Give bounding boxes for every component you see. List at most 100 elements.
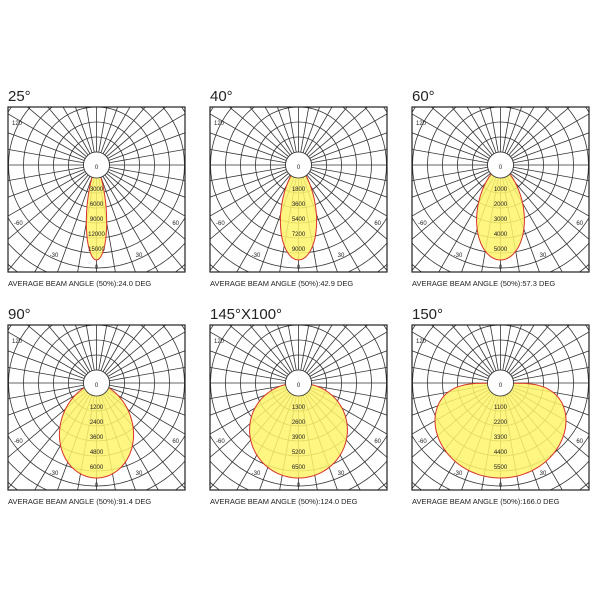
panel-title: 60° bbox=[412, 88, 435, 105]
radial bbox=[511, 171, 589, 217]
radial bbox=[108, 350, 185, 379]
radial bbox=[412, 166, 488, 182]
radial bbox=[512, 132, 589, 161]
ring-label: 12000 bbox=[88, 232, 105, 238]
center bbox=[83, 369, 110, 397]
angle-label: -60 bbox=[216, 221, 225, 227]
angle-label: -60 bbox=[14, 221, 23, 227]
radial bbox=[107, 171, 185, 217]
caption: AVERAGE BEAM ANGLE (50%):166.0 DEG bbox=[412, 497, 560, 506]
radial bbox=[308, 325, 369, 375]
radial bbox=[249, 107, 291, 156]
panel-title: 90° bbox=[8, 306, 31, 323]
angle-label: 30 bbox=[136, 253, 143, 259]
radial bbox=[210, 171, 288, 217]
radial bbox=[513, 166, 589, 182]
angle-label: 120 bbox=[416, 121, 427, 127]
radial bbox=[412, 169, 489, 198]
ring-label: 1300 bbox=[292, 405, 306, 411]
radial bbox=[504, 107, 523, 153]
panel-title: 40° bbox=[210, 88, 233, 105]
angle-label: 0 bbox=[499, 265, 503, 271]
radial bbox=[109, 166, 185, 182]
radial bbox=[430, 325, 491, 375]
angle-label: -30 bbox=[50, 253, 59, 259]
angle-label: -30 bbox=[252, 471, 261, 477]
radial bbox=[511, 113, 589, 159]
radial bbox=[308, 107, 369, 157]
ring-label: 5000 bbox=[494, 247, 508, 253]
radial bbox=[98, 325, 108, 371]
radial bbox=[304, 325, 333, 372]
panel: 90° 0 1200 2400 3600 4800 6000 120 -60 60 -30 30 0 AV… bbox=[7, 306, 186, 506]
radial bbox=[504, 325, 523, 371]
angle-label: -60 bbox=[418, 221, 427, 227]
beam-shape bbox=[58, 382, 135, 479]
center bbox=[285, 369, 312, 397]
angle-label: 60 bbox=[374, 221, 381, 227]
radial bbox=[412, 366, 488, 382]
radial bbox=[210, 387, 287, 416]
radial bbox=[57, 177, 93, 272]
caption: AVERAGE BEAM ANGLE (50%):24.0 DEG bbox=[8, 279, 151, 288]
radial bbox=[210, 366, 286, 382]
radial bbox=[34, 176, 91, 272]
ring-label: 1000 bbox=[494, 187, 508, 193]
plot-frame bbox=[209, 324, 388, 491]
radial bbox=[85, 325, 95, 371]
radial bbox=[510, 173, 589, 240]
angle-label: -60 bbox=[14, 439, 23, 445]
panel: 40° 0 1800 3600 5400 7200 9000 120 -60 60 -30 30 0 AV… bbox=[209, 88, 388, 288]
plot: 0 1100 2200 3300 4400 5500 bbox=[412, 325, 589, 490]
plot-frame bbox=[411, 106, 590, 273]
radial bbox=[508, 107, 550, 156]
radial bbox=[451, 107, 493, 156]
angle-label: 0 bbox=[499, 483, 503, 489]
angle-label: 30 bbox=[338, 253, 345, 259]
radial bbox=[104, 107, 146, 156]
radial bbox=[210, 132, 287, 161]
radial bbox=[300, 325, 310, 371]
radial bbox=[508, 325, 550, 374]
radial bbox=[310, 132, 387, 161]
ring-label: 0 bbox=[499, 383, 503, 389]
radial bbox=[310, 169, 387, 198]
radial bbox=[412, 350, 489, 379]
radial bbox=[506, 325, 535, 372]
radial bbox=[311, 148, 387, 164]
radial bbox=[109, 366, 185, 382]
radial bbox=[26, 107, 87, 157]
angle-label: 120 bbox=[416, 339, 427, 345]
angle-label: -30 bbox=[50, 471, 59, 477]
radial bbox=[210, 384, 286, 400]
radial bbox=[511, 331, 589, 377]
radial bbox=[306, 174, 387, 272]
radial bbox=[466, 325, 495, 372]
plot-frame bbox=[209, 106, 388, 273]
angle-label: 30 bbox=[338, 471, 345, 477]
beam-shape bbox=[249, 382, 348, 479]
ring-label: 3900 bbox=[292, 435, 306, 441]
center bbox=[487, 151, 514, 179]
radial bbox=[412, 331, 490, 377]
radial bbox=[489, 107, 499, 153]
radial bbox=[287, 325, 297, 371]
center bbox=[83, 151, 110, 179]
angle-label: 0 bbox=[297, 483, 301, 489]
radial bbox=[412, 173, 491, 240]
radial bbox=[228, 107, 289, 157]
ring-label: 4400 bbox=[494, 450, 508, 456]
angle-label: -30 bbox=[454, 253, 463, 259]
radial bbox=[107, 331, 185, 377]
radial bbox=[502, 107, 512, 153]
radial bbox=[311, 366, 387, 382]
caption: AVERAGE BEAM ANGLE (50%):91.4 DEG bbox=[8, 497, 151, 506]
caption: AVERAGE BEAM ANGLE (50%):57.3 DEG bbox=[412, 279, 555, 288]
plot: 0 1800 3600 5400 7200 9000 bbox=[210, 107, 387, 272]
ring-label: 6000 bbox=[90, 465, 104, 471]
radial bbox=[276, 107, 295, 153]
ring-label: 4000 bbox=[494, 232, 508, 238]
radial bbox=[62, 325, 91, 372]
panel: 60° 0 1000 2000 3000 4000 5000 120 -60 60 -30 30 0 AV… bbox=[411, 88, 590, 288]
center bbox=[285, 151, 312, 179]
